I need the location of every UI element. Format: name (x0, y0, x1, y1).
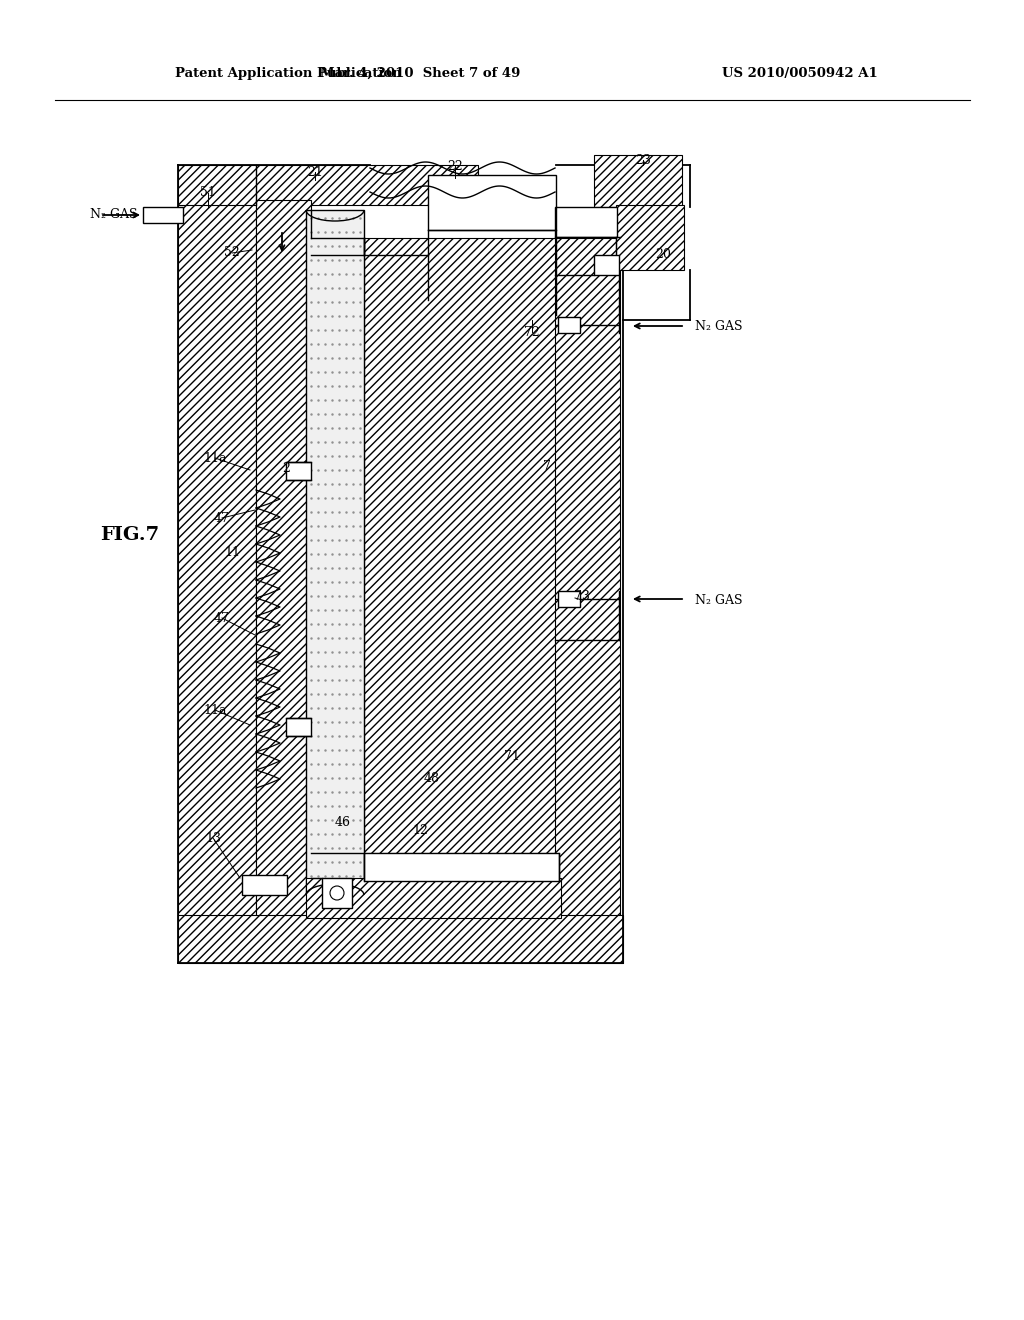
Text: 11a: 11a (203, 704, 226, 717)
Text: N₂ GAS: N₂ GAS (90, 207, 137, 220)
Bar (555, 207, 617, 238)
Bar (555, 238, 620, 917)
Text: 52: 52 (224, 247, 240, 260)
Text: 12: 12 (412, 824, 428, 837)
Text: N₂ GAS: N₂ GAS (695, 319, 742, 333)
Bar (178, 165, 478, 205)
Bar (178, 915, 623, 964)
Bar (594, 154, 682, 207)
Circle shape (330, 886, 344, 900)
Bar (428, 176, 556, 230)
Text: 72: 72 (524, 326, 540, 338)
Bar (306, 878, 561, 917)
Bar (286, 718, 311, 737)
Text: 71: 71 (504, 751, 520, 763)
Text: Patent Application Publication: Patent Application Publication (175, 66, 401, 79)
Text: Mar. 4, 2010  Sheet 7 of 49: Mar. 4, 2010 Sheet 7 of 49 (319, 66, 520, 79)
Bar (364, 853, 559, 880)
Bar (306, 210, 364, 895)
Text: 23: 23 (635, 153, 651, 166)
Text: 48: 48 (424, 771, 440, 784)
Text: 2: 2 (282, 462, 290, 474)
Text: 20: 20 (655, 248, 671, 261)
Text: 22: 22 (447, 160, 463, 173)
Text: 13: 13 (205, 832, 221, 845)
Text: 51: 51 (200, 186, 216, 199)
Bar (594, 255, 618, 275)
Text: 73: 73 (574, 590, 590, 602)
Text: N₂ GAS: N₂ GAS (695, 594, 742, 606)
Bar (558, 591, 580, 607)
Text: 11a: 11a (203, 451, 226, 465)
Text: 7: 7 (543, 459, 551, 473)
Text: FIG.7: FIG.7 (100, 525, 159, 544)
Bar (322, 878, 352, 908)
Text: 21: 21 (307, 165, 323, 178)
Text: 47: 47 (214, 511, 230, 524)
Text: 11: 11 (224, 546, 240, 560)
Bar (178, 201, 256, 920)
Bar (143, 207, 183, 223)
Text: 46: 46 (335, 816, 351, 829)
Bar (364, 238, 556, 853)
Bar (286, 462, 311, 480)
Bar (256, 201, 311, 920)
Bar (558, 317, 580, 333)
Text: US 2010/0050942 A1: US 2010/0050942 A1 (722, 66, 878, 79)
Text: 47: 47 (214, 611, 230, 624)
Bar (242, 875, 287, 895)
Bar (616, 205, 684, 271)
